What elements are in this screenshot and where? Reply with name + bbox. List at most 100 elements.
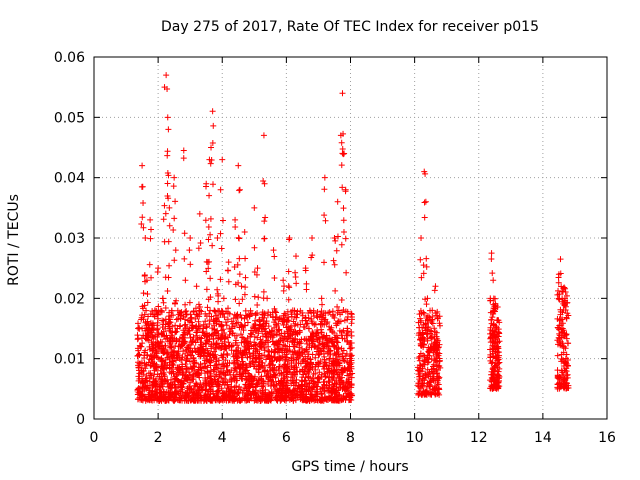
data-point xyxy=(196,374,203,381)
data-point xyxy=(242,274,249,281)
data-point xyxy=(260,178,267,185)
data-point xyxy=(180,313,187,320)
data-point xyxy=(292,364,299,371)
data-point xyxy=(279,394,286,401)
data-point xyxy=(197,339,204,346)
data-point xyxy=(289,349,296,356)
data-point xyxy=(260,380,267,387)
data-point xyxy=(162,210,169,217)
data-point xyxy=(560,343,567,350)
data-point xyxy=(219,332,226,339)
data-point xyxy=(556,326,563,333)
data-point xyxy=(221,314,228,321)
data-point xyxy=(292,269,299,276)
data-point xyxy=(289,307,296,314)
data-point xyxy=(176,355,183,362)
data-point xyxy=(285,268,292,275)
data-point xyxy=(180,155,187,162)
data-point xyxy=(210,335,217,342)
data-point xyxy=(263,330,270,337)
data-point xyxy=(299,350,306,357)
data-point xyxy=(261,341,268,348)
data-point xyxy=(280,277,287,284)
data-point xyxy=(236,324,243,331)
data-point xyxy=(165,274,172,281)
data-point xyxy=(555,279,562,286)
data-point xyxy=(271,324,278,331)
data-point xyxy=(274,391,281,398)
data-point xyxy=(487,334,494,341)
data-point xyxy=(558,288,565,295)
data-point xyxy=(141,360,148,367)
data-point xyxy=(235,162,242,169)
data-point xyxy=(336,362,343,369)
data-point xyxy=(330,371,337,378)
data-point xyxy=(238,314,245,321)
data-point xyxy=(142,235,149,241)
data-point xyxy=(489,375,496,382)
data-point xyxy=(241,315,248,322)
data-point xyxy=(283,373,290,380)
data-point xyxy=(271,381,278,388)
data-point xyxy=(227,397,234,404)
data-point xyxy=(346,355,353,362)
data-point xyxy=(237,321,244,328)
data-point xyxy=(187,261,194,268)
data-point xyxy=(213,355,220,362)
data-point xyxy=(283,390,290,397)
data-point xyxy=(330,342,337,349)
data-point xyxy=(177,391,184,398)
data-point xyxy=(187,397,194,404)
data-point xyxy=(316,360,323,367)
data-point xyxy=(252,341,259,348)
data-point xyxy=(334,339,341,346)
data-point xyxy=(135,364,142,371)
data-point xyxy=(348,310,355,317)
data-point xyxy=(135,373,142,380)
data-point xyxy=(207,294,214,301)
data-point xyxy=(219,310,226,317)
data-point xyxy=(431,356,438,363)
data-point xyxy=(303,286,310,293)
data-point xyxy=(220,217,227,224)
data-point xyxy=(225,278,232,285)
data-point xyxy=(262,367,269,374)
data-point xyxy=(208,144,215,151)
data-point xyxy=(265,374,272,381)
data-point xyxy=(329,308,336,315)
y-axis-label: ROTI / TECUs xyxy=(6,194,22,286)
data-point xyxy=(489,314,496,321)
data-point xyxy=(331,389,338,396)
data-point xyxy=(423,255,430,262)
data-point xyxy=(248,310,255,317)
data-point xyxy=(236,187,243,194)
data-point xyxy=(417,256,424,263)
data-point xyxy=(187,341,194,348)
data-point xyxy=(268,378,275,385)
data-point xyxy=(492,334,499,341)
data-point xyxy=(495,329,502,336)
data-point xyxy=(427,373,434,380)
data-point xyxy=(189,338,196,345)
data-point xyxy=(183,308,190,315)
data-point xyxy=(195,301,202,308)
x-tick-label: 4 xyxy=(218,430,227,446)
data-point xyxy=(489,270,496,277)
data-point xyxy=(251,293,258,300)
data-point xyxy=(338,162,345,169)
data-point xyxy=(186,385,193,392)
data-point xyxy=(271,274,278,281)
data-point xyxy=(276,355,283,362)
data-point xyxy=(148,274,155,281)
data-point xyxy=(297,321,304,328)
data-point xyxy=(211,394,218,401)
data-point xyxy=(214,286,221,293)
data-point xyxy=(318,308,325,315)
data-point xyxy=(214,235,221,241)
data-point xyxy=(189,348,196,355)
data-point xyxy=(200,397,207,404)
data-point xyxy=(564,340,571,347)
data-point xyxy=(204,369,211,376)
data-point xyxy=(147,352,154,359)
data-point xyxy=(186,372,193,379)
